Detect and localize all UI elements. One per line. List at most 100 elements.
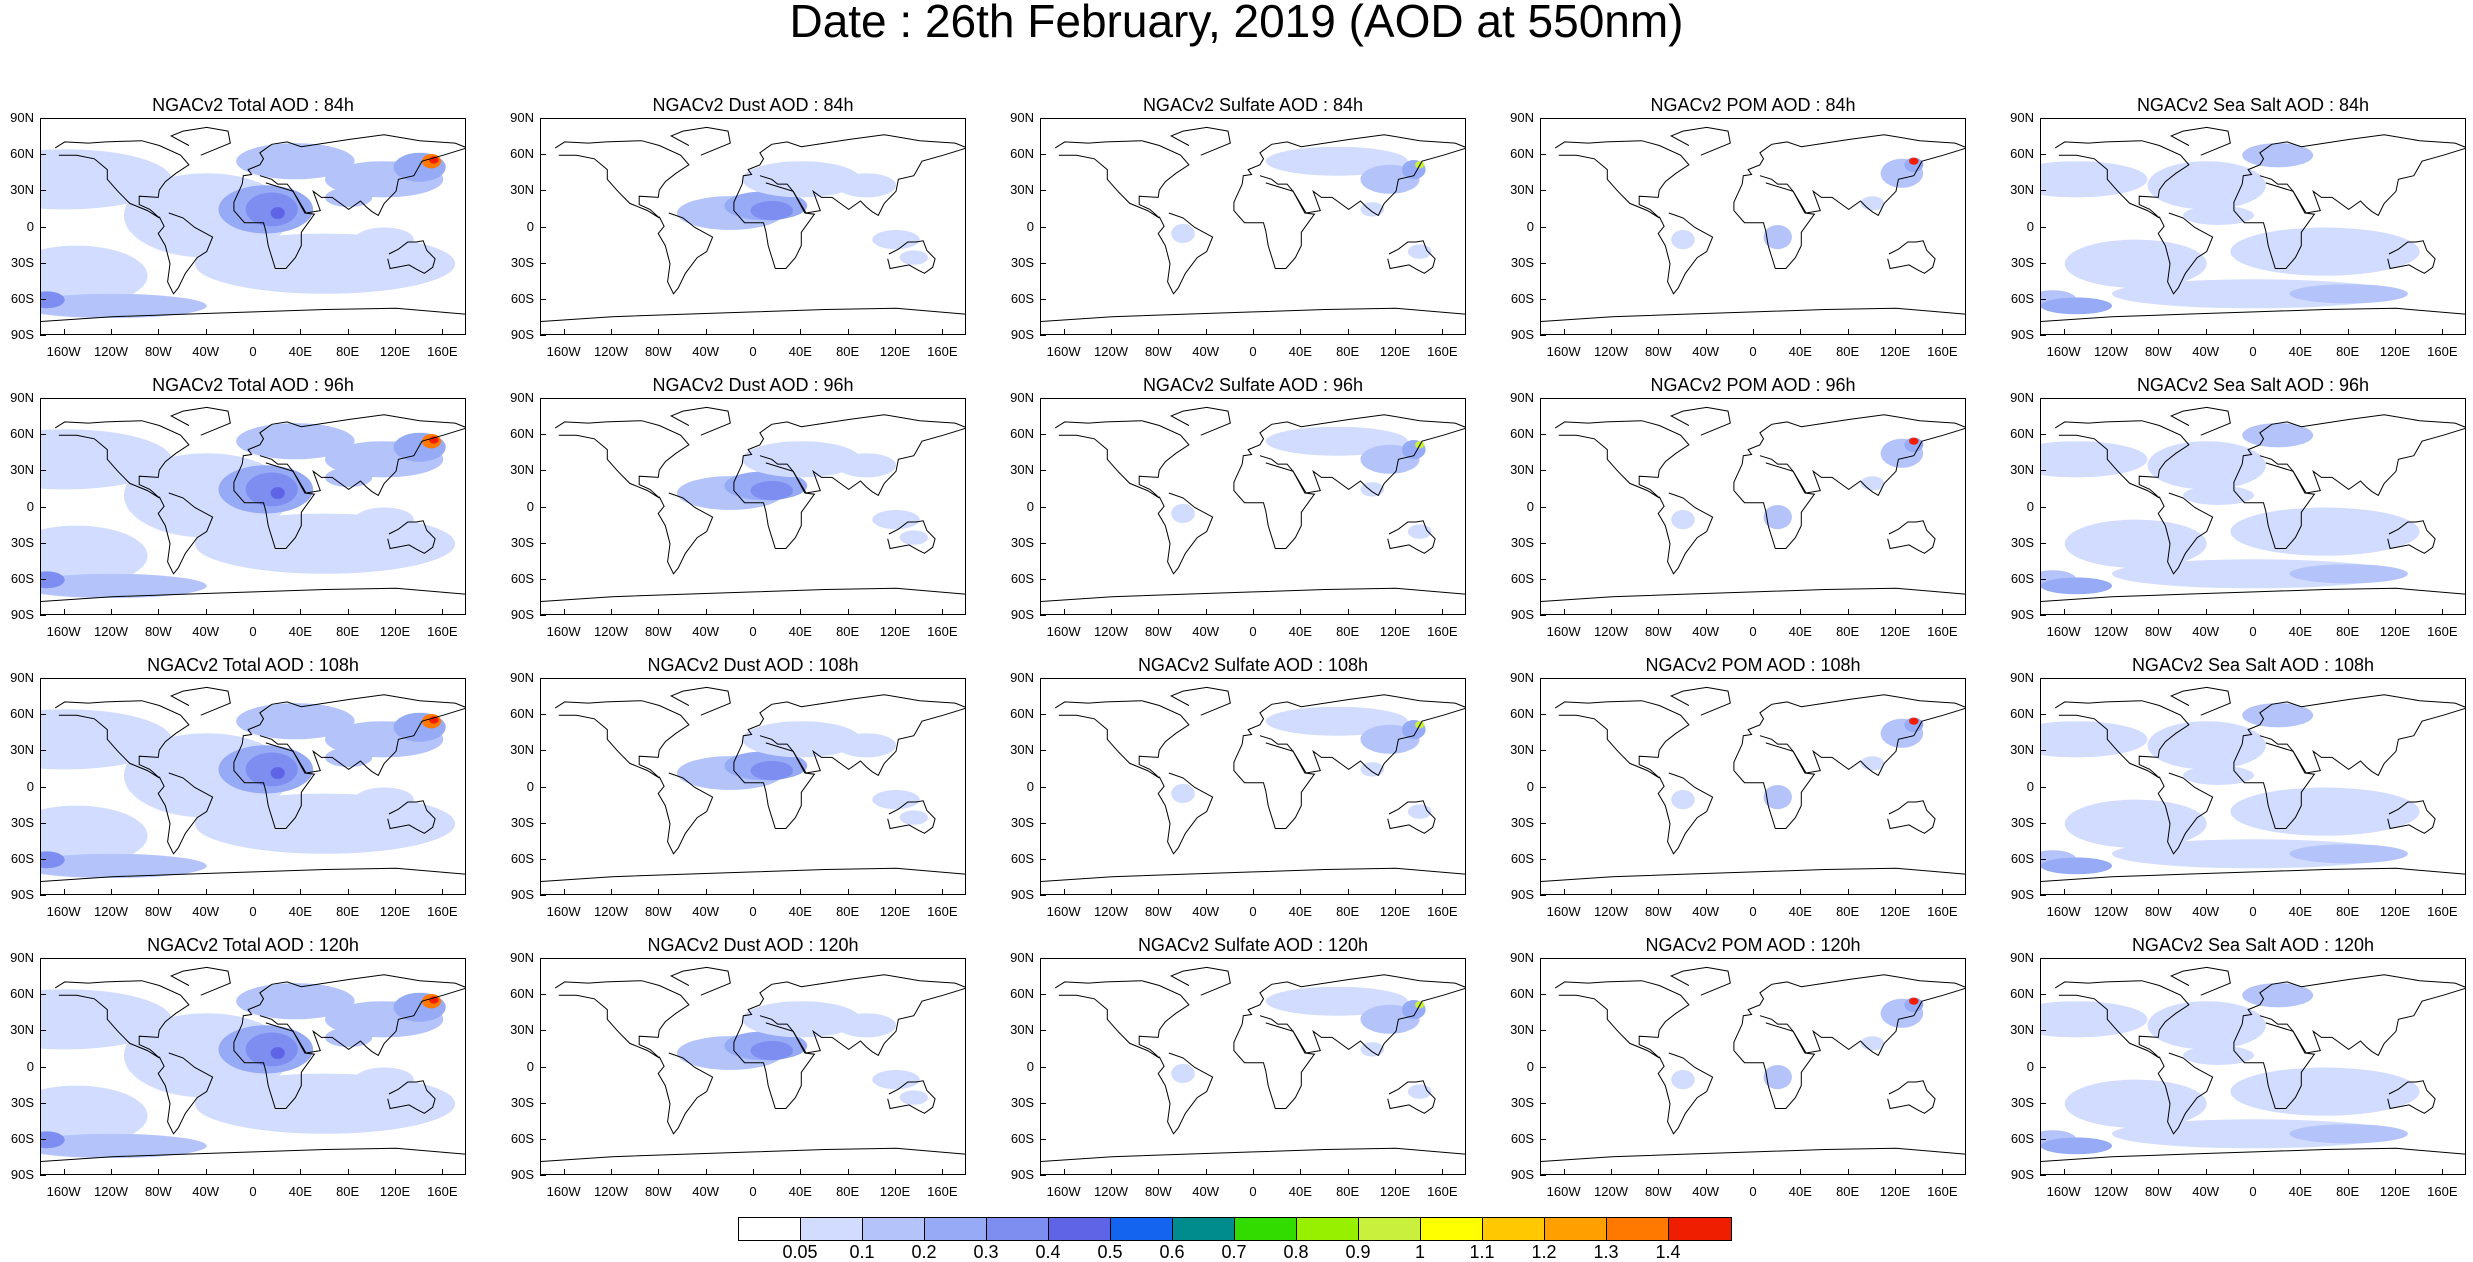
aod-field-patch	[41, 805, 148, 866]
lon-tick-mark	[1800, 1169, 1802, 1175]
lon-tick-label: 80E	[1336, 624, 1360, 639]
lat-tick-mark	[2040, 858, 2046, 860]
lon-tick-label: 0	[249, 1184, 257, 1199]
map-frame	[1540, 958, 1966, 1175]
lat-tick-mark	[1040, 226, 1046, 228]
aod-field-patch	[236, 703, 355, 740]
lon-tick-mark	[2158, 609, 2160, 615]
lon-tick-mark	[1063, 329, 1065, 335]
lat-tick-mark	[1540, 118, 1546, 119]
map-panel-seasalt-120h: NGACv2 Sea Salt AOD : 120h 90N 60N 30N 0 30S 6…	[2000, 935, 2473, 1205]
colorbar-tick-label: 0.9	[1345, 1242, 1371, 1262]
coastline	[2233, 742, 2316, 829]
aod-field-patch	[742, 721, 861, 758]
coastline	[387, 240, 436, 274]
lat-tick-mark	[40, 958, 46, 959]
map-frame	[1040, 958, 1466, 1175]
lat-tick-mark	[1040, 1175, 1046, 1176]
lon-tick-label: 40W	[192, 624, 220, 639]
lon-tick-mark	[1611, 1169, 1612, 1175]
lat-tick-label: 30S	[1010, 534, 1034, 550]
lat-tick-mark	[1540, 786, 1546, 788]
lon-tick-mark	[753, 889, 754, 895]
coastline	[541, 867, 965, 882]
lon-tick-mark	[1347, 889, 1349, 895]
lon-tick-mark	[253, 889, 254, 895]
lon-tick-label: 80E	[2336, 904, 2360, 919]
lon-tick-mark	[2442, 889, 2444, 895]
aod-field-patch	[2289, 844, 2408, 864]
lat-tick-mark	[1040, 994, 1046, 996]
sulfate-aod-map-plot	[1041, 686, 1465, 882]
lat-tick-label: 60N	[1010, 426, 1034, 442]
coastline	[1054, 980, 1190, 1059]
colorbar-swatch	[925, 1218, 987, 1240]
coastline	[1733, 182, 1816, 269]
lat-tick-mark	[540, 398, 546, 399]
coastline	[2170, 686, 2231, 716]
lon-tick-label: 160W	[2046, 624, 2081, 639]
lat-tick-label: 30N	[2010, 462, 2034, 478]
lon-tick-mark	[2205, 609, 2207, 615]
panel-title: NGACv2 Sea Salt AOD : 96h	[2136, 375, 2370, 395]
lon-tick-mark	[1942, 609, 1944, 615]
aod-field-patch	[2041, 721, 2148, 758]
coastline	[1041, 587, 1465, 602]
coastline	[1233, 1022, 1316, 1109]
lat-tick-mark	[2040, 262, 2046, 264]
lon-tick-label: 120E	[379, 904, 411, 919]
aod-field-patch	[872, 230, 920, 250]
coastline	[2041, 1147, 2465, 1162]
aod-field-patch	[1671, 510, 1695, 530]
coastline	[1387, 240, 1436, 274]
coastline	[54, 420, 190, 499]
lat-tick-mark	[40, 615, 46, 616]
lat-tick-label: 0	[2026, 218, 2034, 234]
lon-tick-mark	[1395, 889, 1396, 895]
map-panel-sulfate-108h: NGACv2 Sulfate AOD : 108h 90N 60N 30N 0 30S 60…	[1000, 655, 1500, 925]
lat-tick-mark	[2040, 335, 2046, 336]
lon-tick-label: 40W	[1692, 624, 1720, 639]
map-panel-pom-96h: NGACv2 POM AOD : 96h 90N 60N 30N 0 30S 60S 90S 1…	[1500, 375, 2000, 645]
lat-tick-label: 60N	[510, 146, 534, 162]
coastline	[1554, 700, 1690, 779]
lat-tick-mark	[2040, 1102, 2046, 1104]
aod-field-patch	[1909, 157, 1919, 165]
lon-tick-mark	[753, 329, 754, 335]
lon-tick-label: 120W	[594, 1184, 628, 1199]
coastline	[670, 406, 731, 436]
lat-tick-label: 90S	[2010, 607, 2034, 622]
lat-tick-label: 60N	[10, 706, 34, 722]
aod-field-patch	[41, 853, 207, 878]
coastline	[657, 772, 714, 855]
lon-tick-label: 160W	[546, 624, 581, 639]
coastline	[670, 686, 731, 716]
coastline	[554, 700, 690, 779]
lon-tick-mark	[111, 329, 112, 335]
coastline	[170, 126, 231, 156]
lon-tick-label: 80E	[2336, 1184, 2360, 1199]
lat-tick-mark	[2040, 542, 2046, 544]
aod-field-patch	[2041, 577, 2112, 595]
lon-tick-mark	[2111, 889, 2112, 895]
lon-tick-mark	[1800, 329, 1802, 335]
coastline	[741, 974, 965, 1057]
lat-tick-label: 30S	[2010, 534, 2034, 550]
lon-tick-label: 40W	[2192, 624, 2220, 639]
aod-field-patch	[1763, 785, 1792, 810]
coastline	[1541, 307, 1965, 322]
panel-title: NGACv2 Dust AOD : 84h	[652, 95, 854, 115]
lon-tick-label: 80W	[1144, 624, 1172, 639]
lon-tick-mark	[1347, 1169, 1349, 1175]
aod-field-patch	[2289, 284, 2408, 304]
lon-tick-label: 40W	[1692, 1184, 1720, 1199]
aod-field-patch	[2289, 564, 2408, 584]
coastline	[657, 212, 714, 295]
lon-tick-label: 160W	[2046, 1184, 2081, 1199]
lon-tick-label: 40W	[692, 344, 720, 359]
lat-tick-mark	[1540, 434, 1546, 436]
lon-tick-mark	[563, 889, 565, 895]
lon-tick-label: 80E	[2336, 344, 2360, 359]
coastline	[1541, 1147, 1965, 1162]
lat-tick-label: 60S	[2010, 570, 2034, 586]
